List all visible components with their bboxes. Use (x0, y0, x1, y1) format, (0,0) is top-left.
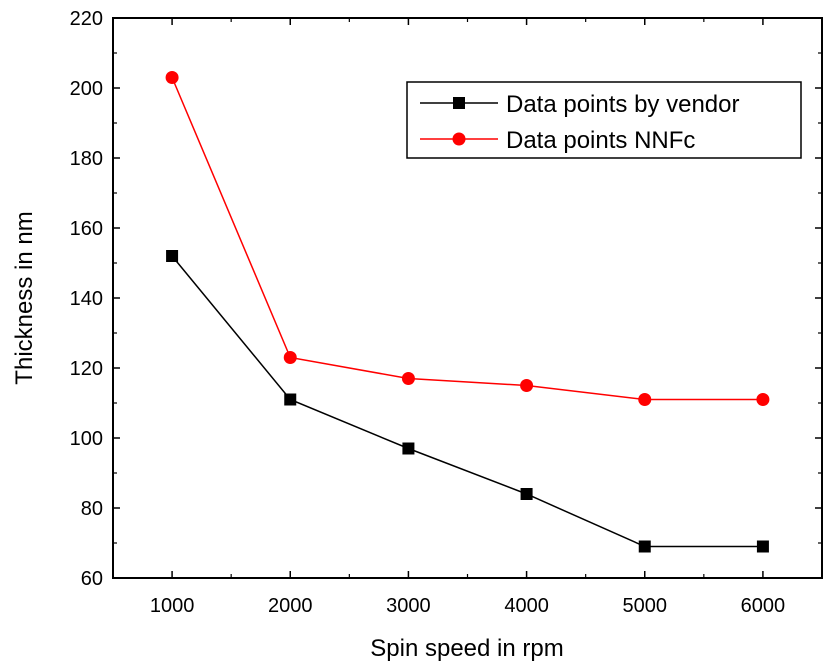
data-point (638, 393, 652, 406)
y-tick-label: 140 (70, 288, 103, 310)
y-tick-label: 200 (70, 78, 103, 100)
data-point (283, 351, 297, 364)
legend-entry: Data points NNFc (420, 127, 695, 154)
x-axis-title: Spin speed in rpm (370, 635, 563, 662)
x-axis: 1000 2000 3000 4000 5000 6000 (112, 18, 823, 617)
x-tick-label: 5000 (623, 595, 668, 617)
y-tick-label: 100 (70, 428, 103, 450)
data-point (520, 379, 534, 392)
data-point (638, 540, 651, 553)
data-point (756, 393, 770, 406)
y-axis: 60 80 100 120 140 160 180 200 220 (70, 8, 822, 590)
y-tick-label: 80 (81, 498, 103, 520)
y-tick-label: 180 (70, 148, 103, 170)
series-line (171, 255, 763, 548)
data-point (401, 372, 415, 385)
y-axis-title: Thickness in nm (11, 211, 38, 384)
series-layer (165, 71, 770, 553)
x-tick-label: 6000 (741, 595, 786, 617)
series-2 (165, 71, 770, 406)
legend: Data points by vendor Data points NNFc (406, 81, 802, 159)
x-tick-label: 2000 (268, 595, 313, 617)
y-tick-label: 120 (70, 358, 103, 380)
legend-label: Data points by vendor (506, 91, 739, 118)
y-tick-label: 160 (70, 218, 103, 240)
x-tick-label: 1000 (150, 595, 195, 617)
series-1 (166, 250, 769, 553)
y-tick-label: 220 (70, 8, 103, 30)
data-point (402, 442, 415, 455)
legend-entry: Data points by vendor (420, 91, 739, 118)
data-point (756, 540, 769, 553)
legend-box (406, 81, 802, 159)
data-point (520, 488, 533, 500)
x-tick-label: 4000 (504, 595, 549, 617)
x-tick-label: 3000 (386, 595, 431, 617)
data-point (284, 393, 297, 406)
y-tick-label: 60 (81, 568, 103, 590)
legend-marker (453, 97, 465, 109)
data-point (165, 71, 179, 84)
legend-marker (452, 132, 466, 146)
series-line (171, 77, 763, 401)
legend-label: Data points NNFc (506, 127, 695, 154)
data-point (166, 250, 179, 262)
